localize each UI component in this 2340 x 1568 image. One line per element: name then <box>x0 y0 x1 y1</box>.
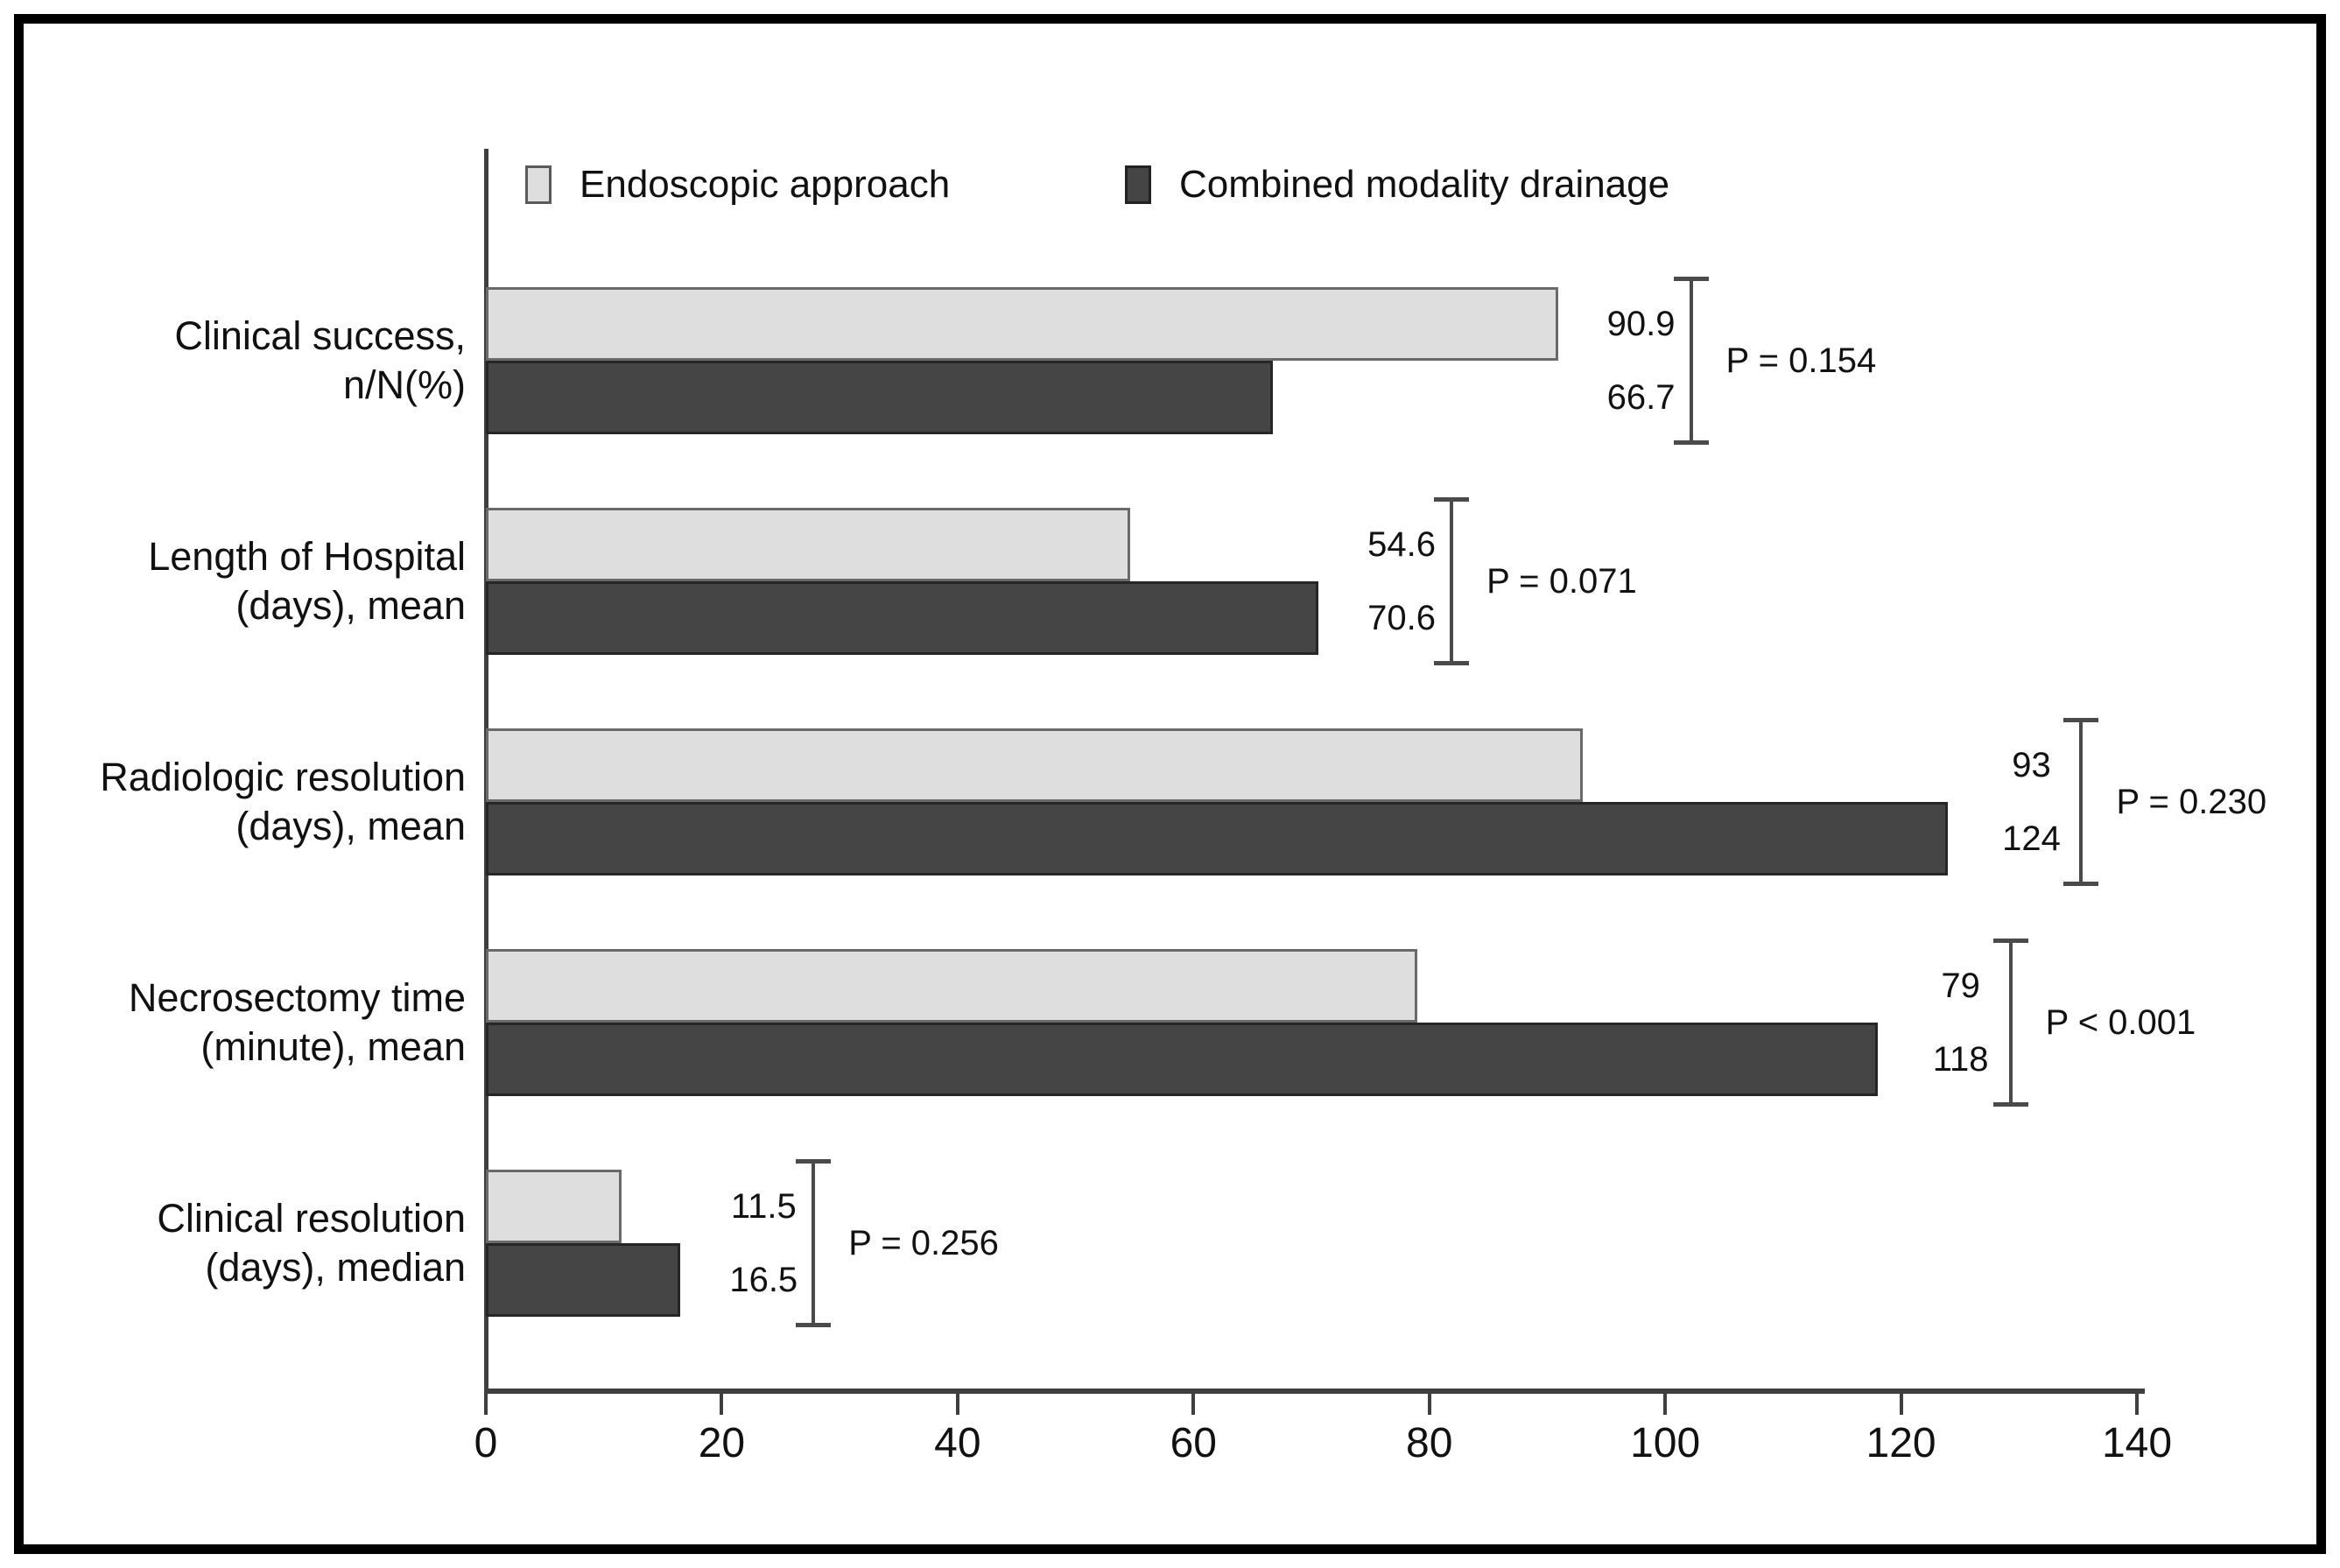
x-axis-tick <box>720 1394 724 1415</box>
bar-endoscopic <box>486 949 1418 1023</box>
x-axis-tick <box>1191 1394 1196 1415</box>
pvalue-bracket-cap-top <box>2063 718 2099 722</box>
x-axis-tick-label: 80 <box>1406 1420 1453 1466</box>
pvalue-bracket-cap-top <box>796 1159 832 1164</box>
category-label: Clinical success, n/N(%) <box>174 313 466 407</box>
pvalue-bracket-line <box>1689 277 1693 445</box>
x-axis-tick-label: 40 <box>934 1420 981 1466</box>
x-axis-tick <box>1663 1394 1668 1415</box>
bar-combined <box>486 1023 1878 1096</box>
value-label-combined: 70.6 <box>1367 599 1436 637</box>
pvalue-bracket-cap-bottom <box>1992 1102 2028 1107</box>
legend-swatch-endoscopic <box>525 165 552 204</box>
legend-label-endoscopic: Endoscopic approach <box>580 163 951 206</box>
pvalue-bracket-cap-bottom <box>2063 882 2099 886</box>
value-label-endoscopic: 79 <box>1941 967 1980 1005</box>
legend-swatch-combined <box>1125 165 1151 204</box>
pvalue-bracket-cap-bottom <box>1434 661 1470 665</box>
pvalue-bracket-line <box>2008 939 2013 1107</box>
pvalue-bracket-cap-bottom <box>1673 440 1709 445</box>
value-label-combined: 124 <box>2002 819 2061 858</box>
x-axis-tick-label: 0 <box>474 1420 498 1466</box>
bar-endoscopic <box>486 287 1558 361</box>
value-label-endoscopic: 54.6 <box>1367 525 1436 564</box>
x-axis-tick-label: 20 <box>698 1420 746 1466</box>
bar-combined <box>486 1243 681 1317</box>
category-label: Length of Hospital (days), mean <box>148 534 466 628</box>
pvalue-bracket-cap-top <box>1992 939 2028 943</box>
value-label-combined: 66.7 <box>1606 378 1676 417</box>
value-label-combined: 118 <box>1932 1040 1989 1079</box>
pvalue-label: P = 0.071 <box>1486 562 1637 601</box>
x-axis-tick <box>1899 1394 1903 1415</box>
pvalue-bracket-line <box>2079 718 2084 886</box>
x-axis-tick <box>1427 1394 1431 1415</box>
x-axis-tick <box>2135 1394 2139 1415</box>
x-axis-tick-label: 120 <box>1866 1420 1936 1466</box>
x-axis-tick-label: 100 <box>1630 1420 1701 1466</box>
pvalue-bracket-line <box>1450 497 1454 665</box>
bar-combined <box>486 581 1319 655</box>
value-label-combined: 16.5 <box>729 1261 798 1299</box>
value-label-endoscopic: 90.9 <box>1606 305 1676 343</box>
bar-combined <box>486 802 1949 875</box>
pvalue-label: P = 0.256 <box>848 1224 999 1262</box>
bar-endoscopic <box>486 508 1130 581</box>
legend-item-combined: Combined modality drainage <box>1125 164 1669 206</box>
x-axis-tick <box>955 1394 959 1415</box>
legend-item-endoscopic: Endoscopic approach <box>525 164 950 206</box>
bar-combined <box>486 361 1273 434</box>
pvalue-bracket-cap-bottom <box>796 1323 832 1327</box>
x-axis-tick-label: 140 <box>2101 1420 2173 1466</box>
pvalue-bracket-cap-top <box>1673 277 1709 281</box>
category-label: Radiologic resolution (days), mean <box>100 755 466 848</box>
pvalue-label: P = 0.230 <box>2116 783 2267 821</box>
x-axis-tick <box>484 1394 488 1415</box>
category-label: Necrosectomy time (minute), mean <box>128 975 466 1069</box>
bar-endoscopic <box>486 728 1583 802</box>
bar-endoscopic <box>486 1170 622 1243</box>
x-axis-line <box>484 1389 2145 1394</box>
pvalue-label: P < 0.001 <box>2045 1003 2196 1042</box>
value-label-endoscopic: 93 <box>2012 746 2051 784</box>
pvalue-label: P = 0.154 <box>1725 341 1877 380</box>
pvalue-bracket-line <box>812 1159 816 1327</box>
category-label: Clinical resolution (days), median <box>157 1196 466 1290</box>
pvalue-bracket-cap-top <box>1434 497 1470 502</box>
x-axis-tick-label: 60 <box>1170 1420 1217 1466</box>
value-label-endoscopic: 11.5 <box>730 1187 797 1226</box>
legend-label-combined: Combined modality drainage <box>1179 163 1670 206</box>
